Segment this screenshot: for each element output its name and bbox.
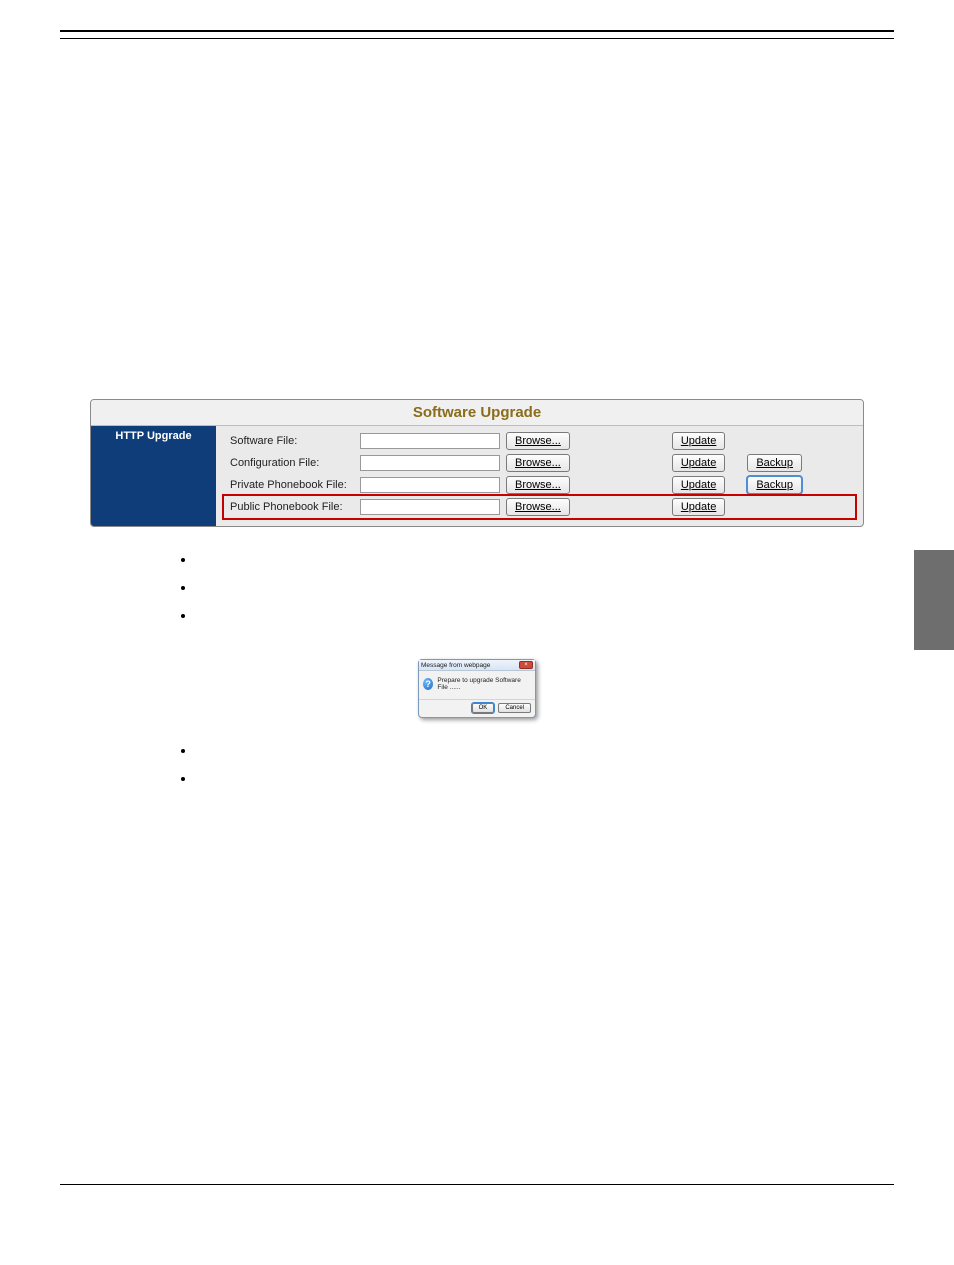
- file-input[interactable]: [360, 433, 500, 449]
- rule-thin-top: [60, 38, 894, 39]
- close-icon[interactable]: ×: [519, 661, 533, 669]
- row-label: Configuration File:: [224, 457, 354, 469]
- rule-thin-bottom: [60, 1184, 894, 1185]
- bullet-item: [196, 551, 894, 567]
- dialog-title: Message from webpage: [421, 662, 490, 669]
- browse-button[interactable]: Browse...: [506, 454, 570, 472]
- row-label: Software File:: [224, 435, 354, 447]
- bullet-list-2: [156, 742, 894, 786]
- update-button[interactable]: Update: [672, 454, 725, 472]
- confirm-dialog: Message from webpage × ? Prepare to upgr…: [418, 659, 536, 718]
- cancel-button[interactable]: Cancel: [498, 703, 531, 713]
- row-label: Public Phonebook File:: [224, 501, 354, 513]
- file-input[interactable]: [360, 499, 500, 515]
- question-icon: ?: [423, 678, 433, 690]
- browse-button[interactable]: Browse...: [506, 476, 570, 494]
- bullet-list-1: [156, 551, 894, 623]
- upgrade-row: Software File: Browse... Update: [224, 430, 855, 452]
- ok-button[interactable]: OK: [472, 703, 495, 713]
- file-input[interactable]: [360, 477, 500, 493]
- upgrade-row: Private Phonebook File: Browse... Update Ba…: [224, 474, 855, 496]
- update-button[interactable]: Update: [672, 432, 725, 450]
- dialog-message: Prepare to upgrade Software File ......: [437, 677, 531, 691]
- backup-button[interactable]: Backup: [747, 454, 802, 472]
- bullet-item: [196, 607, 894, 623]
- bullet-item: [196, 742, 894, 758]
- rule-thick-top: [60, 30, 894, 32]
- side-tab: [914, 550, 954, 650]
- upgrade-row: Public Phonebook File: Browse... Update: [224, 496, 855, 518]
- update-button[interactable]: Update: [672, 498, 725, 516]
- bullet-item: [196, 770, 894, 786]
- bullet-item: [196, 579, 894, 595]
- http-upgrade-tab[interactable]: HTTP Upgrade: [91, 426, 216, 526]
- file-input[interactable]: [360, 455, 500, 471]
- upgrade-row: Configuration File: Browse... Update Backup: [224, 452, 855, 474]
- update-button[interactable]: Update: [672, 476, 725, 494]
- browse-button[interactable]: Browse...: [506, 498, 570, 516]
- backup-button[interactable]: Backup: [747, 476, 802, 494]
- browse-button[interactable]: Browse...: [506, 432, 570, 450]
- row-label: Private Phonebook File:: [224, 479, 354, 491]
- software-upgrade-panel: Software Upgrade HTTP Upgrade Software F…: [90, 399, 864, 527]
- panel-title: Software Upgrade: [91, 400, 863, 426]
